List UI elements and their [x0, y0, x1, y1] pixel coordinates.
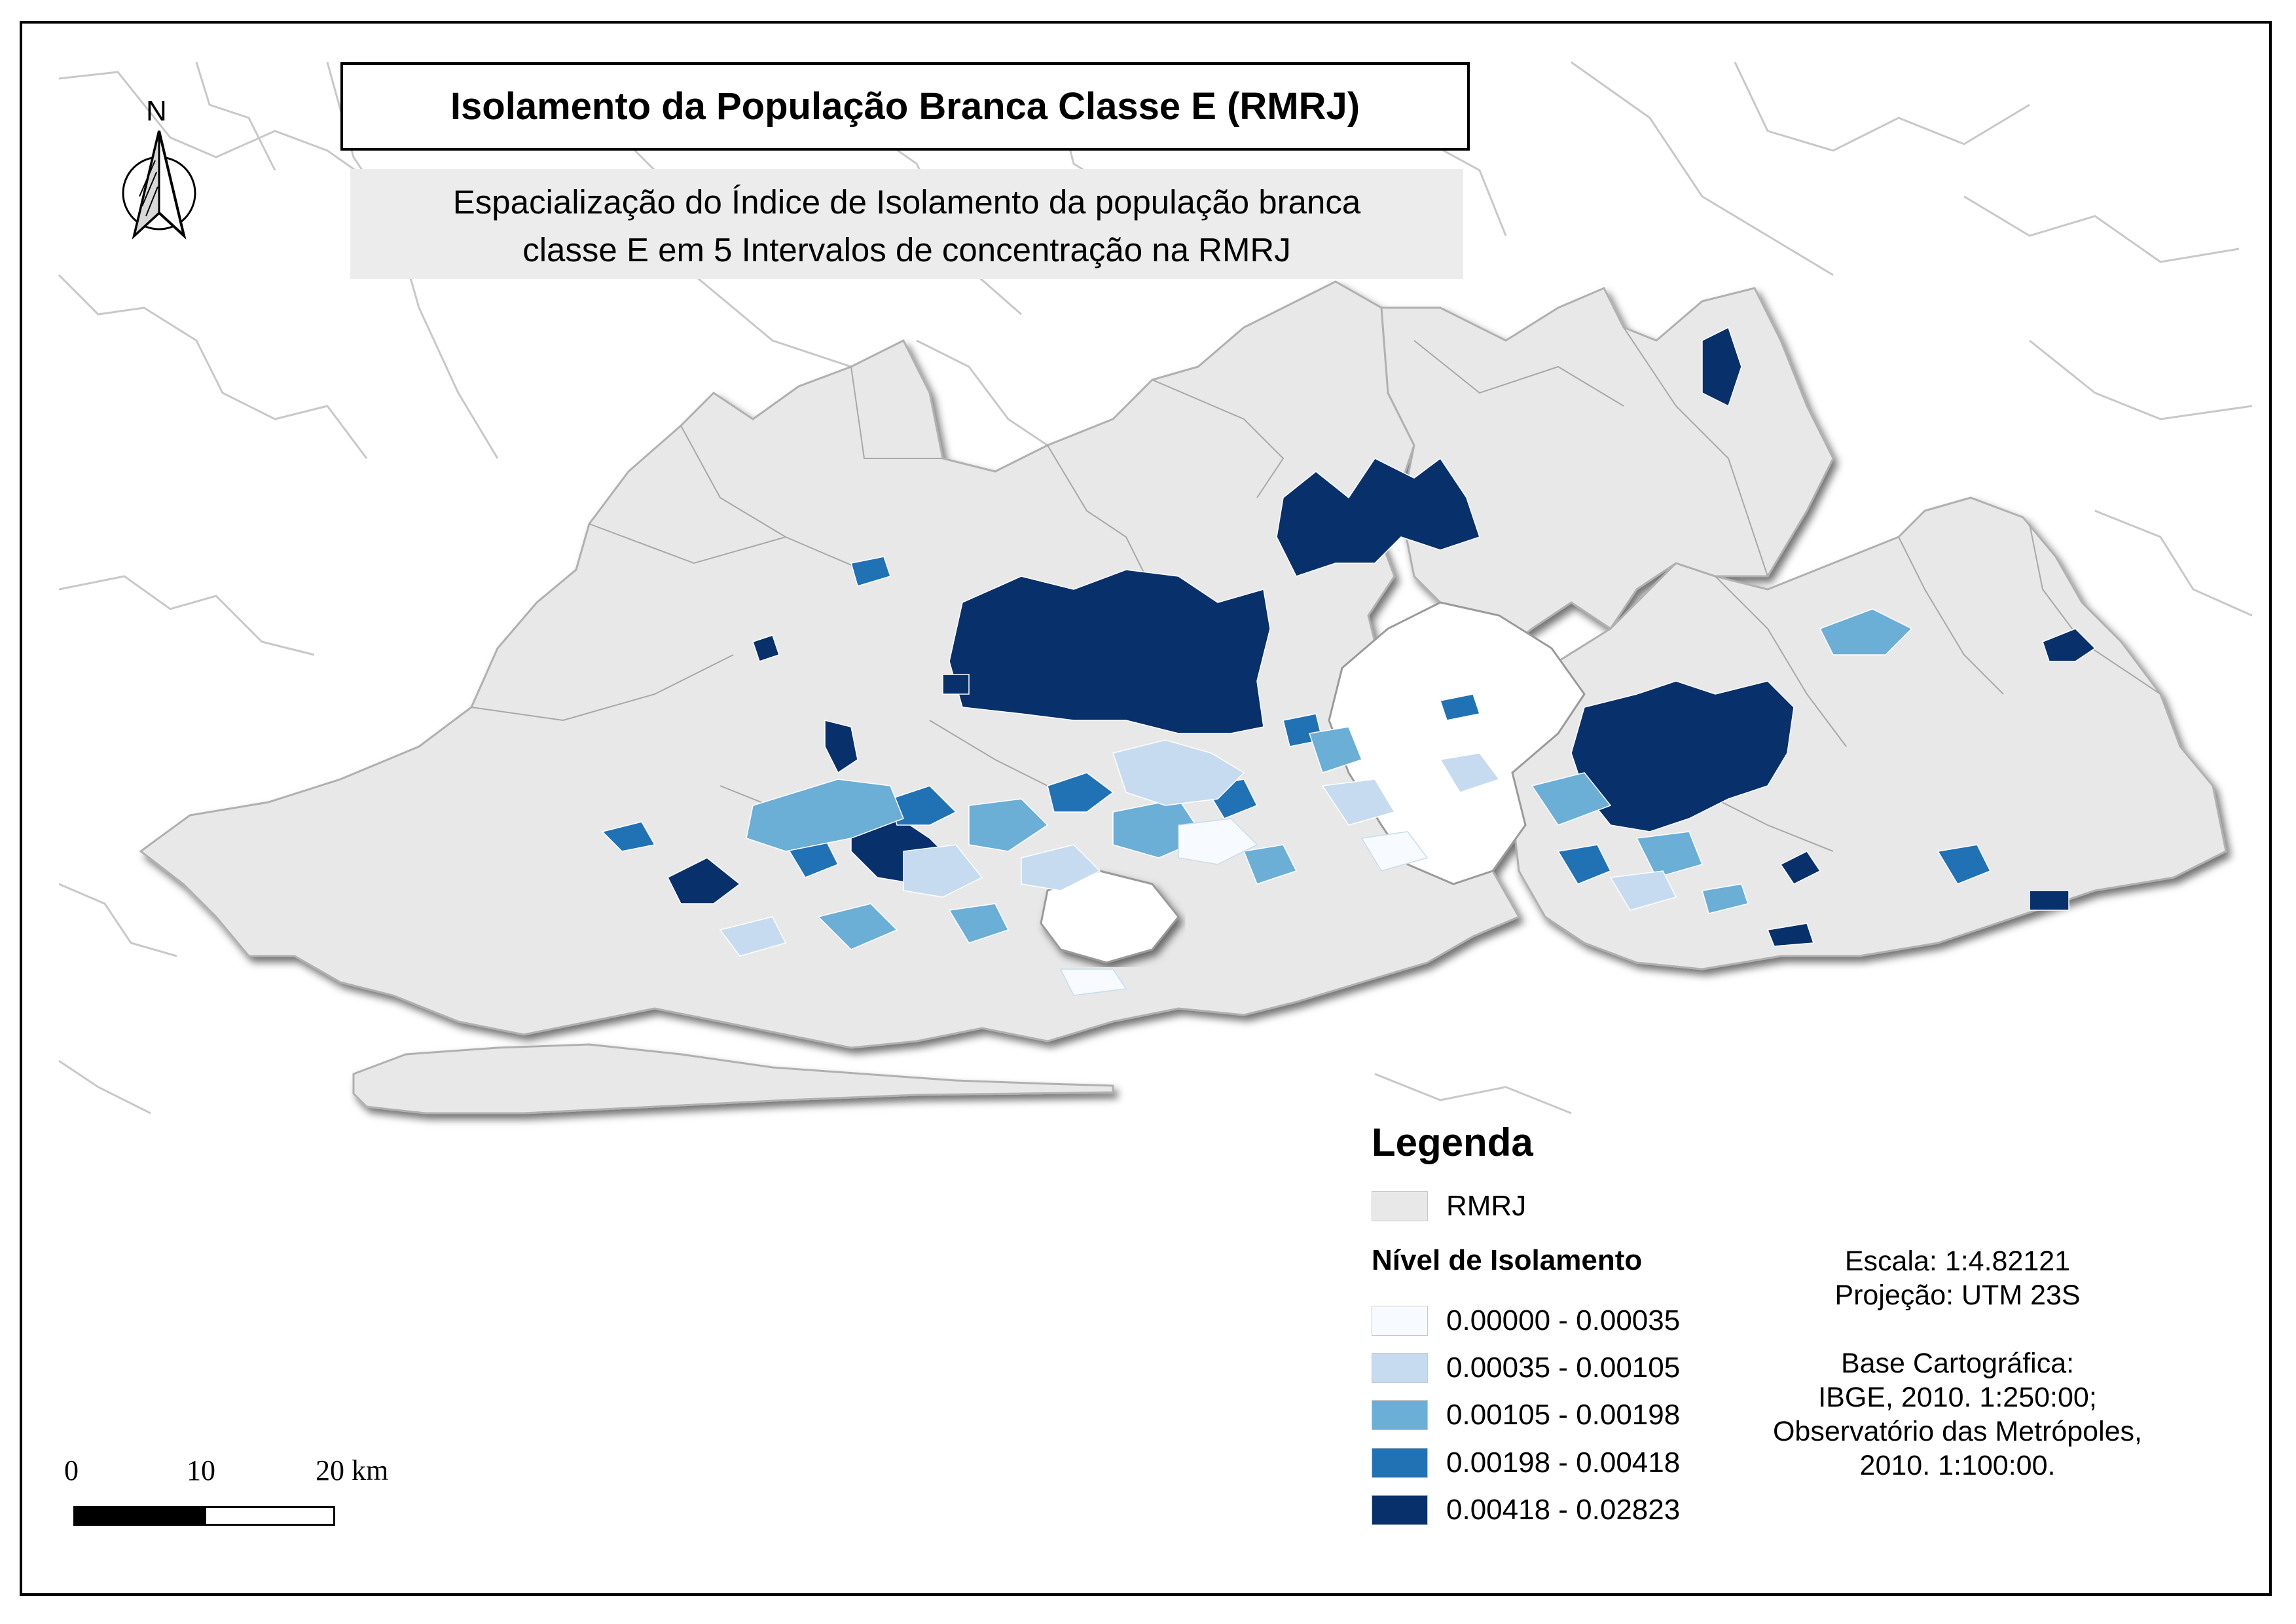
scale-bar-white-segment — [204, 1506, 335, 1526]
legend-item-class-3: 0.00105 - 0.00198 — [1372, 1399, 1680, 1431]
legend-title: Legenda — [1372, 1120, 1533, 1164]
legend-swatch-class-4 — [1372, 1448, 1428, 1478]
class-2-patches[interactable] — [719, 739, 1677, 957]
north-arrow: N — [108, 95, 210, 246]
projection-text: Projeção: UTM 23S — [1834, 1280, 2081, 1311]
base-line-1: IBGE, 2010. 1:250:00; — [1818, 1382, 2097, 1413]
legend-label-class-4: 0.00198 - 0.00418 — [1446, 1447, 1681, 1479]
map-title: Isolamento da População Branca Classe E … — [450, 85, 1360, 128]
map-subtitle-box: Espacialização do Índice de Isolamento d… — [350, 169, 1463, 279]
legend-label-class-1: 0.00000 - 0.00035 — [1446, 1304, 1681, 1337]
legend-item-class-4: 0.00198 - 0.00418 — [1372, 1447, 1680, 1479]
class-5-patches[interactable] — [666, 326, 2096, 947]
legend-classes-title: Nível de Isolamento — [1372, 1244, 1643, 1276]
base-line-2: Observatório das Metrópoles, — [1772, 1416, 2143, 1447]
base-title-text: Base Cartográfica: — [1840, 1348, 2075, 1379]
legend-swatch-rmrj — [1372, 1191, 1428, 1221]
legend-label-class-2: 0.00035 - 0.00105 — [1446, 1352, 1681, 1384]
class-1-patches[interactable] — [1059, 818, 1429, 996]
north-arrow-icon — [122, 130, 196, 240]
scale-bar-black-segment — [73, 1506, 204, 1526]
scale-text: Escala: 1:4.82121 — [1844, 1246, 2071, 1277]
legend-swatch-class-1 — [1372, 1306, 1428, 1336]
map-notes: Escala: 1:4.82121 Projeção: UTM 23S Base… — [1761, 1244, 2154, 1483]
scale-bar: 0 10 20 km — [59, 1454, 426, 1545]
legend-panel: Legenda RMRJ Nível de Isolamento 0.00000… — [1372, 1120, 1830, 1539]
legend-item-class-2: 0.00035 - 0.00105 — [1372, 1352, 1680, 1384]
class-3-patches[interactable] — [746, 608, 1913, 950]
subtitle-line-2: classe E em 5 Intervalos de concentração… — [522, 231, 1291, 268]
north-arrow-label: N — [146, 95, 167, 127]
class-4-patches[interactable] — [601, 556, 1992, 885]
legend-item-rmrj: RMRJ — [1372, 1190, 1526, 1222]
map-title-box: Isolamento da População Branca Classe E … — [340, 62, 1470, 151]
rmrj-west — [139, 280, 1527, 1049]
rmrj-marambaia — [352, 1043, 1114, 1115]
legend-swatch-class-3 — [1372, 1400, 1428, 1430]
legend-item-class-1: 0.00000 - 0.00035 — [1372, 1304, 1681, 1337]
legend-swatch-class-2 — [1372, 1353, 1428, 1383]
legend-label-class-3: 0.00105 - 0.00198 — [1446, 1399, 1681, 1431]
scale-tick-10: 10 — [187, 1454, 215, 1486]
scale-tick-20: 20 km — [316, 1454, 389, 1486]
base-line-3: 2010. 1:100:00. — [1859, 1450, 2056, 1481]
legend-item-class-5: 0.00418 - 0.02823 — [1372, 1494, 1680, 1526]
legend-label-rmrj: RMRJ — [1446, 1190, 1527, 1222]
legend-swatch-class-5 — [1372, 1495, 1428, 1525]
massif-hole — [1040, 870, 1180, 964]
legend-label-class-5: 0.00418 - 0.02823 — [1446, 1494, 1681, 1526]
scale-tick-0: 0 — [64, 1454, 79, 1486]
subtitle-line-1: Espacialização do Índice de Isolamento d… — [452, 183, 1361, 221]
